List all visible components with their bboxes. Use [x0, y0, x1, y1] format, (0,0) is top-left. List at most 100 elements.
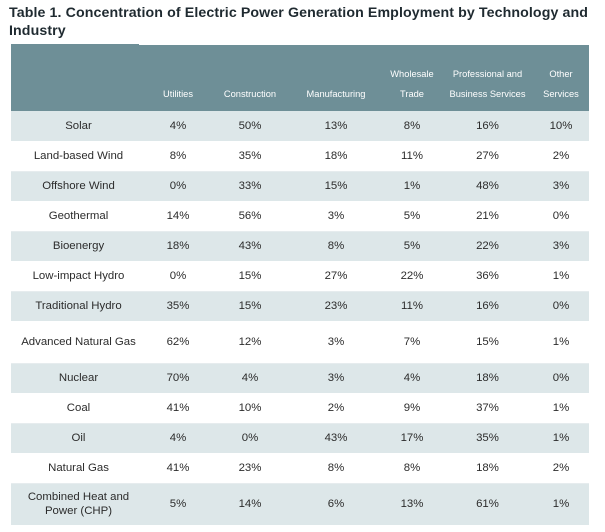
table-row: Coal 41% 10% 2% 9% 37% 1% [11, 393, 589, 423]
cell-manufacturing: 43% [290, 423, 382, 453]
employment-table: Utilities Construction Manufacturing Who… [11, 45, 589, 526]
cell-construction: 4% [210, 363, 290, 393]
cell-construction: 0% [210, 423, 290, 453]
cell-professional-services: 22% [442, 231, 533, 261]
cell-wholesale-trade: 13% [382, 483, 442, 525]
cell-wholesale-trade: 4% [382, 363, 442, 393]
header-wholesale-trade: Wholesale Trade [382, 45, 442, 111]
cell-wholesale-trade: 7% [382, 321, 442, 363]
cell-utilities: 18% [146, 231, 210, 261]
row-technology: Solar [11, 111, 146, 141]
row-technology: Geothermal [11, 201, 146, 231]
row-technology: Traditional Hydro [11, 291, 146, 321]
cell-construction: 10% [210, 393, 290, 423]
cell-construction: 33% [210, 171, 290, 201]
table-row: Bioenergy 18% 43% 8% 5% 22% 3% [11, 231, 589, 261]
row-technology: Nuclear [11, 363, 146, 393]
row-technology: Land-based Wind [11, 141, 146, 171]
cell-other-services: 10% [533, 111, 589, 141]
cell-wholesale-trade: 5% [382, 201, 442, 231]
cell-other-services: 3% [533, 171, 589, 201]
table-row: Nuclear 70% 4% 3% 4% 18% 0% [11, 363, 589, 393]
header-manufacturing: Manufacturing [290, 45, 382, 111]
table-row: Geothermal 14% 56% 3% 5% 21% 0% [11, 201, 589, 231]
cell-manufacturing: 3% [290, 201, 382, 231]
cell-manufacturing: 18% [290, 141, 382, 171]
table-row: Natural Gas 41% 23% 8% 8% 18% 2% [11, 453, 589, 483]
cell-manufacturing: 3% [290, 321, 382, 363]
cell-wholesale-trade: 5% [382, 231, 442, 261]
cell-other-services: 1% [533, 261, 589, 291]
row-technology: Combined Heat and Power (CHP) [11, 483, 146, 525]
header-construction: Construction [210, 45, 290, 111]
table-body: Solar 4% 50% 13% 8% 16% 10% Land-based Wind 8% 35… [11, 111, 589, 525]
cell-manufacturing: 8% [290, 453, 382, 483]
cell-construction: 43% [210, 231, 290, 261]
cell-professional-services: 61% [442, 483, 533, 525]
cell-utilities: 41% [146, 393, 210, 423]
cell-utilities: 4% [146, 423, 210, 453]
cell-professional-services: 18% [442, 453, 533, 483]
cell-other-services: 1% [533, 393, 589, 423]
cell-utilities: 62% [146, 321, 210, 363]
row-technology: Natural Gas [11, 453, 146, 483]
cell-wholesale-trade: 9% [382, 393, 442, 423]
row-technology: Bioenergy [11, 231, 146, 261]
cell-manufacturing: 6% [290, 483, 382, 525]
cell-wholesale-trade: 11% [382, 141, 442, 171]
table-row: Advanced Natural Gas 62% 12% 3% 7% 15% 1% [11, 321, 589, 363]
cell-utilities: 0% [146, 261, 210, 291]
cell-manufacturing: 13% [290, 111, 382, 141]
cell-manufacturing: 27% [290, 261, 382, 291]
cell-wholesale-trade: 8% [382, 453, 442, 483]
cell-utilities: 70% [146, 363, 210, 393]
cell-utilities: 14% [146, 201, 210, 231]
row-technology: Coal [11, 393, 146, 423]
cell-utilities: 5% [146, 483, 210, 525]
cell-other-services: 2% [533, 453, 589, 483]
table-row: Combined Heat and Power (CHP) 5% 14% 6% 13% 6… [11, 483, 589, 525]
table-title: Table 1. Concentration of Electric Power… [9, 5, 589, 39]
cell-other-services: 3% [533, 231, 589, 261]
cell-professional-services: 27% [442, 141, 533, 171]
cell-other-services: 0% [533, 291, 589, 321]
cell-other-services: 1% [533, 483, 589, 525]
cell-construction: 56% [210, 201, 290, 231]
table-row: Oil 4% 0% 43% 17% 35% 1% [11, 423, 589, 453]
cell-professional-services: 35% [442, 423, 533, 453]
cell-manufacturing: 15% [290, 171, 382, 201]
cell-manufacturing: 2% [290, 393, 382, 423]
cell-professional-services: 48% [442, 171, 533, 201]
cell-wholesale-trade: 17% [382, 423, 442, 453]
row-technology: Advanced Natural Gas [11, 321, 146, 363]
cell-utilities: 4% [146, 111, 210, 141]
cell-professional-services: 37% [442, 393, 533, 423]
header-technology [11, 45, 146, 111]
cell-utilities: 8% [146, 141, 210, 171]
row-technology: Oil [11, 423, 146, 453]
cell-professional-services: 16% [442, 111, 533, 141]
cell-professional-services: 16% [442, 291, 533, 321]
cell-manufacturing: 23% [290, 291, 382, 321]
cell-wholesale-trade: 22% [382, 261, 442, 291]
cell-wholesale-trade: 1% [382, 171, 442, 201]
cell-other-services: 0% [533, 363, 589, 393]
header-utilities: Utilities [146, 45, 210, 111]
cell-manufacturing: 8% [290, 231, 382, 261]
cell-construction: 15% [210, 291, 290, 321]
cell-other-services: 1% [533, 321, 589, 363]
table-row: Solar 4% 50% 13% 8% 16% 10% [11, 111, 589, 141]
table-row: Traditional Hydro 35% 15% 23% 11% 16% 0% [11, 291, 589, 321]
header-accent-line [11, 44, 139, 45]
table-row: Low-impact Hydro 0% 15% 27% 22% 36% 1% [11, 261, 589, 291]
table-row: Land-based Wind 8% 35% 18% 11% 27% 2% [11, 141, 589, 171]
table-header-row: Utilities Construction Manufacturing Who… [11, 45, 589, 111]
header-professional-services: Professional and Business Services [442, 45, 533, 111]
table-row: Offshore Wind 0% 33% 15% 1% 48% 3% [11, 171, 589, 201]
row-technology: Low-impact Hydro [11, 261, 146, 291]
cell-wholesale-trade: 11% [382, 291, 442, 321]
cell-other-services: 1% [533, 423, 589, 453]
cell-other-services: 0% [533, 201, 589, 231]
cell-wholesale-trade: 8% [382, 111, 442, 141]
cell-construction: 14% [210, 483, 290, 525]
